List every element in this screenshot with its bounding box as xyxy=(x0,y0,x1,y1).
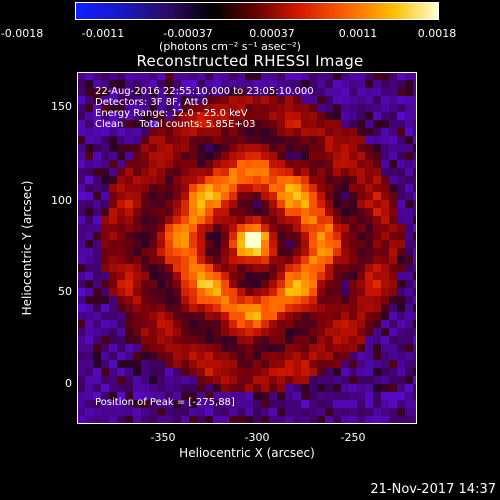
image-title: Reconstructed RHESSI Image xyxy=(136,52,364,70)
info-clean-counts: Clean Total counts: 5.85E+03 xyxy=(95,119,256,130)
rhessi-image xyxy=(77,72,417,424)
colorbar-tick: -0.0018 xyxy=(0,27,44,40)
rhessi-image-pixels xyxy=(77,72,417,424)
y-tick-label: 50 xyxy=(58,285,72,298)
colorbar-tick: 0.0018 xyxy=(417,27,457,40)
info-energy-range: Energy Range: 12.0 - 25.0 keV xyxy=(95,108,248,119)
footer-date: 21-Nov-2017 14:37 xyxy=(370,482,496,497)
y-tick-label: 0 xyxy=(65,377,72,390)
colorbar-tick: -0.00037 xyxy=(163,27,213,40)
colorbar xyxy=(75,2,439,20)
colorbar-tick: -0.0011 xyxy=(81,27,125,40)
x-axis-label: Heliocentric X (arcsec) xyxy=(179,446,315,460)
x-tick-label: -250 xyxy=(340,431,366,444)
colorbar-tick: 0.0011 xyxy=(338,27,378,40)
peak-position-label: Position of Peak = [-275,88] xyxy=(95,397,235,408)
info-detectors: Detectors: 3F 8F, Att 0 xyxy=(95,97,209,108)
y-tick-label: 100 xyxy=(51,194,72,207)
colorbar-tick: 0.00037 xyxy=(249,27,295,40)
y-tick-label: 150 xyxy=(51,100,72,113)
x-tick-label: -300 xyxy=(244,431,270,444)
x-tick-label: -350 xyxy=(150,431,176,444)
y-axis-label: Heliocentric Y (arcsec) xyxy=(20,180,34,316)
info-time-range: 22-Aug-2016 22:55:10.000 to 23:05:10.000 xyxy=(95,86,314,97)
colorbar-gradient xyxy=(76,3,438,19)
colorbar-unit-label: (photons cm⁻² s⁻¹ asec⁻²) xyxy=(159,40,301,53)
